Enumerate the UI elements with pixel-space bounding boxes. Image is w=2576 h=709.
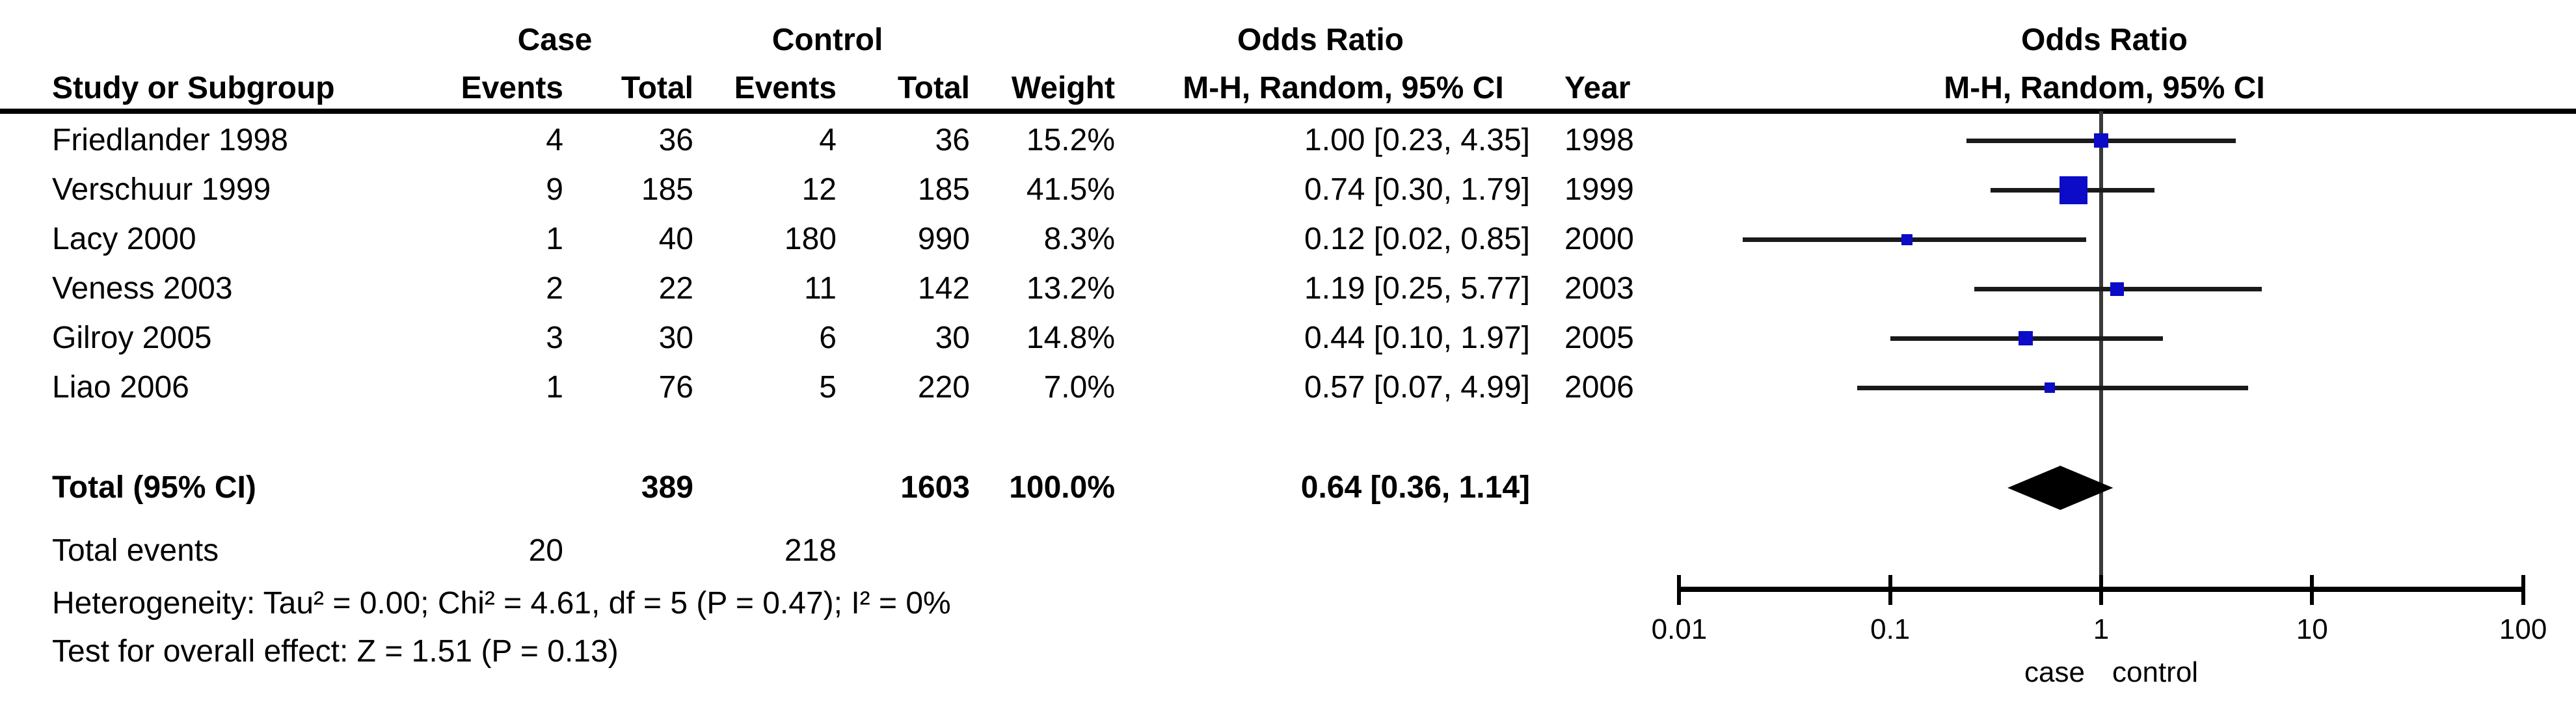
row-weight: 13.2% [1026,271,1115,306]
ci-line [1743,237,2087,242]
row-weight: 14.8% [1026,321,1115,355]
control-group-header: Control [771,23,883,57]
total-events-label: Total events [52,533,219,568]
row-year: 2000 [1564,222,1634,256]
row-or-ci: 1.00 [0.23, 4.35] [1304,123,1530,157]
row-study: Veness 2003 [52,271,233,306]
row-case-events: 9 [546,172,563,207]
row-case-total: 30 [658,321,693,355]
row-study: Friedlander 1998 [52,123,288,157]
row-weight: 41.5% [1026,172,1115,207]
row-study: Gilroy 2005 [52,321,212,355]
row-study: Verschuur 1999 [52,172,271,207]
header-divider [0,109,2576,114]
x-tick-label: 100 [2499,613,2547,645]
row-case-total: 22 [658,271,693,306]
case-group-header: Case [517,23,593,57]
total-events-control: 218 [784,533,837,568]
row-control-events: 5 [819,370,837,405]
favours-case-label: case [2024,656,2085,688]
row-control-events: 12 [801,172,837,207]
row-control-events: 180 [784,222,837,256]
row-control-total: 142 [917,271,970,306]
total-weight: 100.0% [1009,470,1115,505]
row-or-ci: 0.44 [0.10, 1.97] [1304,321,1530,355]
x-axis-tick [2099,575,2103,605]
total-control-total: 1603 [900,470,970,505]
pooled-diamond [2007,466,2113,510]
study-column-header: Study or Subgroup [52,71,335,105]
row-control-total: 185 [917,172,970,207]
row-year: 2006 [1564,370,1634,405]
x-axis-tick [2310,575,2314,605]
control-total-column-header: Total [897,71,970,105]
effect-square [1901,234,1912,245]
row-case-total: 76 [658,370,693,405]
x-tick-label: 10 [2296,613,2328,645]
total-or-ci: 0.64 [0.36, 1.14] [1300,470,1530,505]
row-case-events: 2 [546,271,563,306]
row-study: Liao 2006 [52,370,189,405]
row-case-events: 1 [546,222,563,256]
row-case-events: 3 [546,321,563,355]
row-control-events: 4 [819,123,837,157]
plot-subtitle: M-H, Random, 95% CI [1944,71,2265,105]
total-case-total: 389 [641,470,693,505]
plot-title: Odds Ratio [2020,23,2188,57]
weight-column-header: Weight [1011,71,1115,105]
control-events-column-header: Events [734,71,837,105]
row-weight: 7.0% [1043,370,1115,405]
row-year: 1999 [1564,172,1634,207]
effect-square [2019,331,2033,345]
total-events-case: 20 [528,533,563,568]
row-control-total: 990 [917,222,970,256]
case-events-column-header: Events [461,71,563,105]
row-weight: 8.3% [1043,222,1115,256]
favours-control-label: control [2112,656,2199,688]
x-axis-tick [2521,575,2525,605]
row-control-events: 6 [819,321,837,355]
row-case-total: 40 [658,222,693,256]
effect-square [2110,282,2124,296]
x-axis-tick [1888,575,1892,605]
row-study: Lacy 2000 [52,222,196,256]
x-axis-tick [1677,575,1682,605]
row-year: 2003 [1564,271,1634,306]
row-year: 2005 [1564,321,1634,355]
null-effect-line [2099,111,2103,587]
effect-square [2059,176,2088,204]
row-weight: 15.2% [1026,123,1115,157]
overall-effect-text: Test for overall effect: Z = 1.51 (P = 0… [52,634,619,669]
row-or-ci: 0.74 [0.30, 1.79] [1304,172,1530,207]
row-or-ci: 1.19 [0.25, 5.77] [1304,271,1530,306]
row-control-total: 36 [935,123,970,157]
row-control-events: 11 [804,271,837,306]
row-or-ci: 0.57 [0.07, 4.99] [1304,370,1530,405]
total-label: Total (95% CI) [52,470,256,505]
row-control-total: 220 [917,370,970,405]
effect-square [2044,382,2055,393]
row-year: 1998 [1564,123,1634,157]
case-total-column-header: Total [621,71,693,105]
effect-square [2094,133,2108,148]
x-tick-label: 0.01 [1651,613,1708,645]
heterogeneity-text: Heterogeneity: Tau² = 0.00; Chi² = 4.61,… [52,586,951,621]
row-case-total: 36 [658,123,693,157]
row-case-events: 4 [546,123,563,157]
year-column-header: Year [1564,71,1631,105]
row-case-total: 185 [641,172,693,207]
or-column-header: Odds Ratio [1237,23,1404,57]
row-or-ci: 0.12 [0.02, 0.85] [1304,222,1530,256]
row-case-events: 1 [546,370,563,405]
or-method-column-header: M-H, Random, 95% CI [1183,71,1504,105]
row-control-total: 30 [935,321,970,355]
x-tick-label: 0.1 [1870,613,1911,645]
x-tick-label: 1 [2093,613,2110,645]
